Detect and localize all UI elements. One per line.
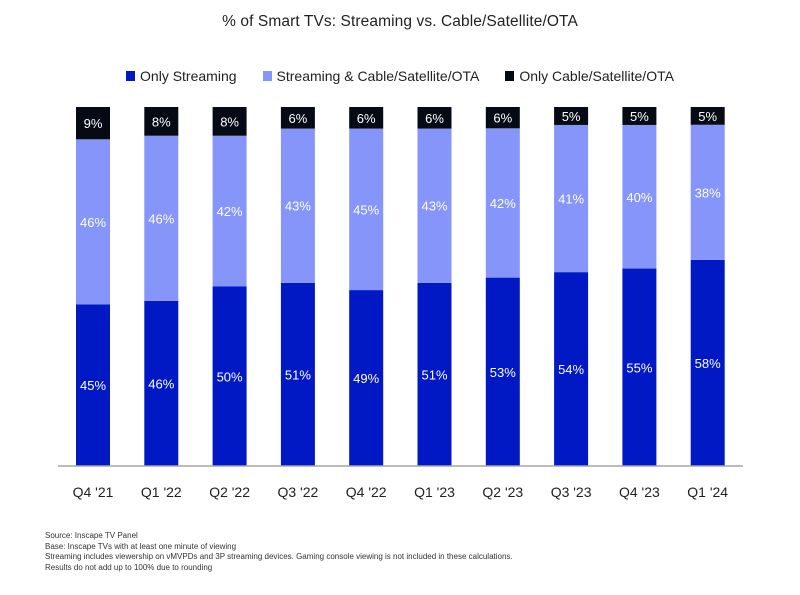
data-label: 6% bbox=[425, 111, 444, 126]
bar-segment bbox=[417, 128, 452, 283]
x-tick-label: Q3 '22 bbox=[277, 484, 318, 500]
bar-segment bbox=[280, 282, 315, 466]
data-label: 38% bbox=[695, 185, 721, 200]
bar-segment bbox=[76, 139, 110, 305]
data-label: 6% bbox=[289, 111, 308, 126]
bar-segment bbox=[349, 290, 384, 466]
bar-segment bbox=[554, 272, 589, 466]
legend-swatch-streaming-and-cable bbox=[262, 71, 272, 81]
legend-swatch-only-cable bbox=[505, 71, 515, 81]
bar-segment bbox=[690, 107, 725, 125]
data-label: 5% bbox=[562, 109, 581, 124]
x-tick-label: Q4 '21 bbox=[73, 484, 114, 500]
data-label: 45% bbox=[80, 378, 106, 393]
x-tick-label: Q1 '24 bbox=[687, 484, 728, 500]
bar-segment bbox=[485, 107, 520, 129]
stacked-bar-chart: 45% 46% 9% Q4 '21 46% 46% 8% Q1 '22 50% 42% 8% Q2 '… bbox=[58, 107, 743, 500]
data-label: 58% bbox=[695, 356, 721, 371]
data-label: 5% bbox=[698, 109, 717, 124]
legend-label: Streaming & Cable/Satellite/OTA bbox=[276, 68, 480, 84]
data-label: 51% bbox=[285, 367, 311, 382]
x-tick-label: Q2 '23 bbox=[482, 484, 523, 500]
data-label: 9% bbox=[84, 116, 103, 131]
data-label: 45% bbox=[353, 202, 379, 217]
footnotes: Source: Inscape TV Panel Base: Inscape T… bbox=[45, 531, 513, 573]
data-label: 55% bbox=[626, 360, 652, 375]
footnote-streaming-definition: Streaming includes viewership on vMVPDs … bbox=[45, 552, 513, 561]
data-label: 41% bbox=[558, 192, 584, 207]
legend-item-streaming-and-cable: Streaming & Cable/Satellite/OTA bbox=[262, 68, 480, 84]
legend: Only Streaming Streaming & Cable/Satelli… bbox=[0, 68, 800, 84]
bar-segment bbox=[417, 107, 452, 129]
bar-segment bbox=[622, 107, 657, 125]
data-label: 8% bbox=[220, 114, 239, 129]
bar-segment bbox=[554, 124, 589, 273]
bar-segment bbox=[349, 128, 384, 291]
bar-segment bbox=[212, 107, 247, 136]
bar-segment bbox=[622, 124, 657, 269]
x-tick-label: Q1 '22 bbox=[141, 484, 182, 500]
x-tick-label: Q4 '23 bbox=[619, 484, 660, 500]
x-tick-label: Q3 '23 bbox=[551, 484, 592, 500]
footnote-rounding: Results do not add up to 100% due to rou… bbox=[45, 562, 213, 572]
data-label: 5% bbox=[630, 109, 649, 124]
bar-segment bbox=[690, 124, 725, 260]
bar-segment bbox=[280, 107, 315, 129]
legend-label: Only Streaming bbox=[140, 68, 237, 84]
bar-segment bbox=[144, 135, 179, 301]
footnote-base: Base: Inscape TVs with at least one minu… bbox=[45, 541, 237, 551]
bar-segment bbox=[622, 268, 657, 466]
bar-segment bbox=[144, 107, 179, 136]
data-label: 51% bbox=[421, 367, 447, 382]
data-label: 49% bbox=[353, 371, 379, 386]
data-label: 46% bbox=[80, 215, 106, 230]
data-label: 6% bbox=[357, 111, 376, 126]
bar-segment bbox=[212, 135, 247, 287]
data-label: 46% bbox=[148, 211, 174, 226]
data-label: 50% bbox=[217, 369, 243, 384]
legend-label: Only Cable/Satellite/OTA bbox=[519, 68, 674, 84]
data-label: 53% bbox=[490, 365, 516, 380]
data-label: 42% bbox=[217, 204, 243, 219]
chart-title: % of Smart TVs: Streaming vs. Cable/Sate… bbox=[222, 13, 578, 30]
data-label: 8% bbox=[152, 114, 171, 129]
data-label: 46% bbox=[148, 376, 174, 391]
data-label: 42% bbox=[490, 196, 516, 211]
legend-item-only-cable: Only Cable/Satellite/OTA bbox=[505, 68, 674, 84]
bar-segment bbox=[554, 107, 589, 125]
bar-segment bbox=[212, 286, 247, 466]
bar-segment bbox=[485, 277, 520, 466]
data-label: 54% bbox=[558, 362, 584, 377]
bar-segment bbox=[144, 300, 179, 466]
bar-segment bbox=[76, 304, 110, 466]
bar-segment bbox=[280, 128, 315, 283]
bar-segment bbox=[690, 259, 725, 466]
x-tick-label: Q4 '22 bbox=[346, 484, 387, 500]
x-tick-label: Q2 '22 bbox=[209, 484, 250, 500]
bar-segment bbox=[76, 107, 110, 140]
legend-swatch-only-streaming bbox=[126, 71, 136, 81]
data-label: 43% bbox=[285, 199, 311, 214]
bar-segment bbox=[485, 128, 520, 278]
bar-segment bbox=[417, 282, 452, 466]
footnote-source: Source: Inscape TV Panel bbox=[45, 531, 138, 540]
data-label: 43% bbox=[421, 199, 447, 214]
data-label: 40% bbox=[626, 190, 652, 205]
x-tick-label: Q1 '23 bbox=[414, 484, 455, 500]
legend-item-only-streaming: Only Streaming bbox=[126, 68, 237, 84]
data-label: 6% bbox=[493, 111, 512, 126]
bar-segment bbox=[349, 107, 384, 129]
